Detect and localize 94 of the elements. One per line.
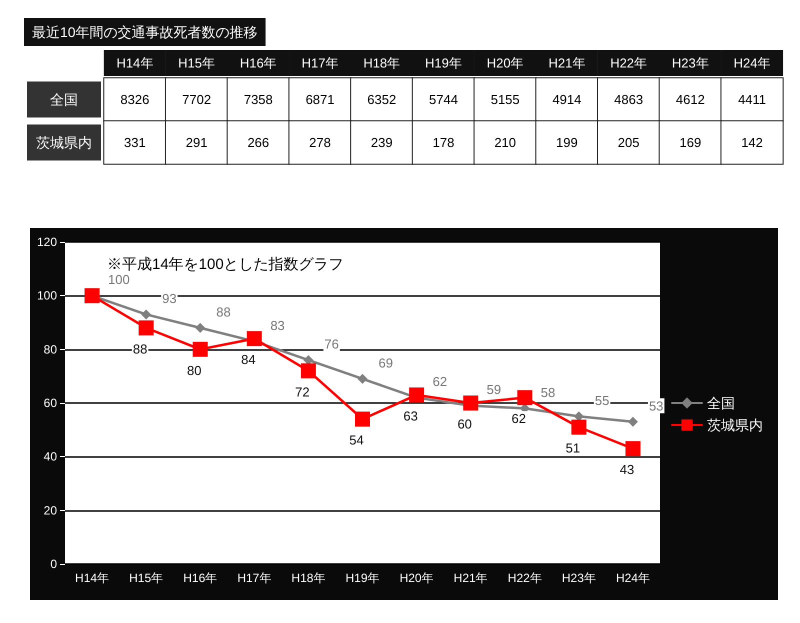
data-label: 142 (741, 135, 763, 150)
x-tick-label: H23年 (562, 571, 596, 585)
data-label: 100 (108, 272, 130, 288)
point (628, 416, 638, 427)
x-tick-label: H18年 (363, 56, 400, 70)
y-tick-label: 40 (44, 450, 58, 464)
data-label: 84 (241, 352, 256, 368)
y-tick-label: 全国 (50, 92, 78, 108)
x-tick-label: H15年 (129, 571, 164, 585)
text: ※平成14年を100とした指数グラフ (107, 256, 344, 273)
data-label: 266 (247, 135, 270, 150)
x-tick-label: H23年 (672, 56, 709, 70)
point (355, 412, 370, 427)
point (571, 420, 586, 435)
data-label: 5155 (490, 92, 520, 107)
legend-label: 全国 (707, 395, 735, 411)
x-tick-label: H16年 (240, 56, 277, 70)
x-tick-label: H22年 (508, 571, 542, 585)
data-label: 210 (494, 135, 516, 150)
data-label: 59 (486, 382, 502, 398)
data-label: 239 (370, 135, 393, 150)
data-label: 88 (132, 341, 148, 356)
point (300, 363, 316, 378)
data-label: 7358 (244, 92, 273, 107)
x-tick-label: H17年 (302, 56, 338, 70)
data-label: 60 (457, 416, 472, 432)
data-label: 5744 (428, 92, 458, 107)
data-label: 169 (679, 135, 702, 150)
x-tick-label: H24年 (616, 571, 650, 585)
data-label: 62 (512, 411, 526, 426)
point (192, 342, 208, 357)
point (517, 390, 532, 406)
data-label: 62 (432, 374, 448, 390)
data-label: 63 (403, 408, 418, 424)
data-label: 53 (648, 398, 664, 414)
point (195, 322, 206, 333)
data-label: 83 (270, 318, 285, 333)
y-tick-label: 茨城県内 (36, 134, 92, 150)
y-tick-label: 0 (50, 557, 58, 571)
data-label: 51 (566, 440, 580, 456)
x-tick-label: H16年 (183, 571, 218, 585)
point (358, 374, 368, 384)
data-label: 8326 (120, 92, 150, 107)
x-tick-label: H18年 (291, 571, 326, 585)
data-label: 205 (618, 135, 640, 150)
data-label: 4612 (676, 92, 705, 107)
legend-label: 茨城県内 (707, 417, 763, 433)
x-tick-label: H19年 (425, 56, 462, 70)
point (574, 411, 584, 422)
x-tick-label: H21年 (548, 56, 586, 70)
data-label: 80 (186, 362, 202, 378)
point (141, 309, 152, 320)
data-label: 4914 (552, 92, 582, 107)
data-label: 7702 (182, 92, 212, 107)
point (409, 387, 424, 402)
x-tick-label: H20年 (486, 56, 524, 70)
data-label: 4863 (614, 92, 644, 107)
data-label: 69 (378, 355, 393, 370)
x-tick-label: H17年 (237, 571, 272, 585)
data-label: 55 (594, 392, 610, 408)
chart-title: 最近10年間の交通事故死者数の推移 (32, 24, 258, 40)
x-tick-label: H19年 (345, 571, 380, 585)
x-tick-label: H14年 (75, 571, 110, 585)
data-label: 199 (556, 135, 578, 150)
point (463, 396, 478, 410)
data-label: 76 (324, 336, 339, 352)
data-label: 178 (432, 135, 454, 150)
point (84, 288, 100, 304)
data-label: 58 (540, 384, 556, 400)
x-tick-label: H24年 (734, 56, 770, 70)
data-label: 72 (295, 384, 310, 400)
data-label: 331 (124, 135, 146, 150)
data-label: 43 (620, 462, 634, 478)
x-tick-label: H20年 (400, 571, 434, 585)
y-tick-label: 60 (44, 396, 58, 410)
y-tick-label: 100 (36, 288, 58, 303)
point (246, 331, 262, 346)
data-label: 54 (349, 432, 364, 448)
data-label: 93 (162, 290, 177, 306)
point (138, 320, 154, 336)
point (625, 441, 640, 456)
data-label: 6352 (367, 92, 396, 107)
data-label: 88 (216, 304, 231, 320)
data-label: 6871 (306, 92, 334, 107)
y-tick-label: 120 (36, 235, 58, 249)
x-tick-label: H21年 (454, 571, 488, 585)
y-tick-label: 80 (44, 342, 58, 356)
data-label: 291 (186, 135, 208, 150)
data-label: 278 (309, 135, 331, 150)
x-tick-label: H14年 (116, 56, 154, 70)
y-tick-label: 20 (44, 503, 58, 518)
data-label: 4411 (738, 92, 766, 107)
x-tick-label: H15年 (178, 56, 216, 70)
x-tick-label: H22年 (610, 56, 648, 70)
